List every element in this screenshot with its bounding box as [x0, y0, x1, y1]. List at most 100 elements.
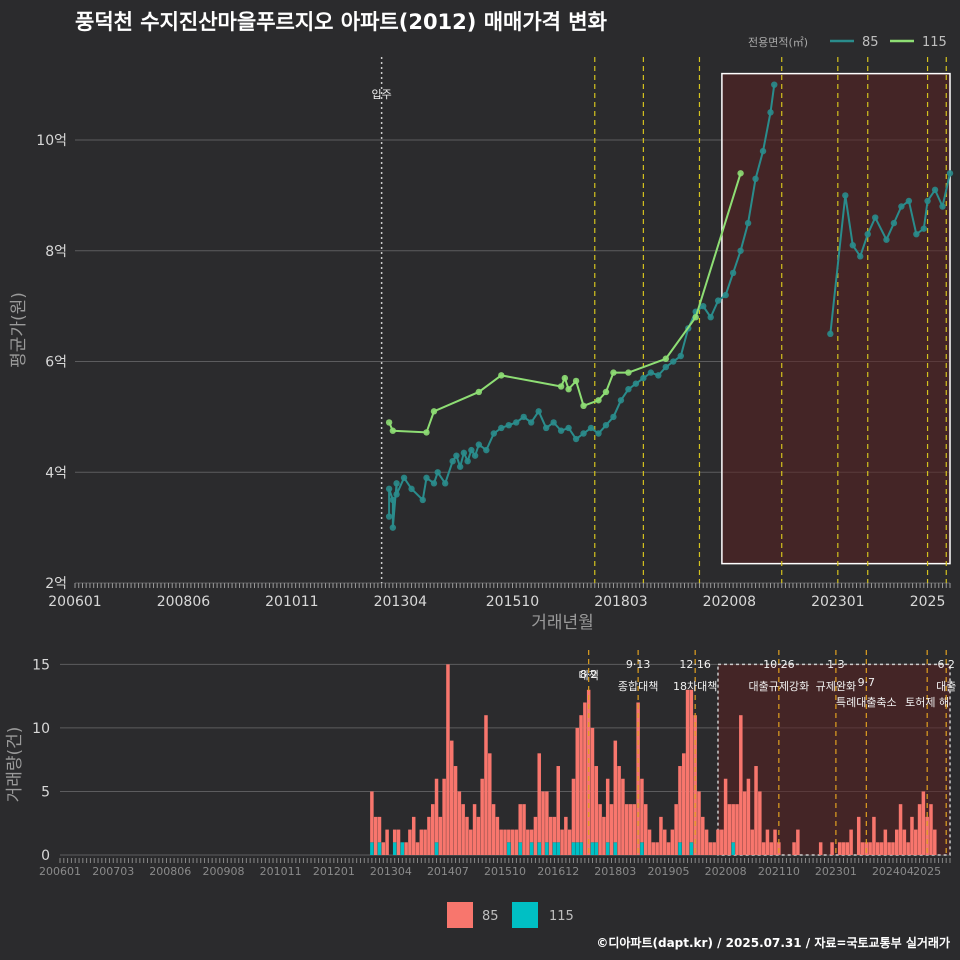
data-point-115 — [572, 377, 580, 385]
bar-85 — [427, 816, 431, 855]
bar-85 — [404, 842, 408, 855]
bar-85 — [742, 791, 747, 855]
data-point-85 — [419, 496, 426, 504]
policy-label: 대책 — [579, 669, 599, 682]
data-point-85 — [670, 358, 677, 365]
bar-85 — [491, 804, 496, 855]
bar-85 — [735, 804, 739, 855]
bar-85 — [518, 804, 522, 843]
bar-85 — [575, 727, 580, 843]
bar-85 — [830, 842, 834, 855]
bar-85 — [628, 804, 633, 855]
data-point-85 — [456, 463, 464, 470]
bar-85 — [533, 816, 538, 855]
bar-x-tick-label: 201201 — [313, 865, 355, 878]
bar-115 — [605, 842, 610, 855]
data-point-115 — [595, 397, 602, 404]
bar-115 — [529, 842, 534, 855]
bar-85 — [906, 842, 910, 855]
data-point-85-late — [842, 192, 849, 199]
bar-115 — [400, 842, 405, 855]
bar-85 — [499, 829, 503, 855]
data-point-85 — [468, 446, 475, 454]
bar-85 — [446, 664, 450, 855]
bar-85 — [902, 829, 907, 855]
bar-85 — [651, 842, 656, 855]
bar-115 — [537, 842, 541, 855]
bar-85 — [442, 778, 446, 855]
bar-x-tick-label: 201612 — [537, 865, 579, 878]
bar-85 — [583, 702, 587, 855]
x-tick-label: 200806 — [157, 594, 211, 610]
bar-85 — [670, 829, 675, 855]
bar-85 — [887, 842, 891, 855]
data-point-85 — [475, 441, 483, 448]
data-point-115 — [423, 429, 430, 436]
bar-x-tick-label: 202110 — [758, 865, 800, 878]
x-axis-title: 거래년월 — [531, 613, 594, 633]
bar-85 — [586, 689, 591, 855]
data-point-85 — [393, 491, 400, 498]
bar-85 — [761, 842, 766, 855]
bar-115 — [518, 842, 522, 855]
data-point-115 — [389, 427, 397, 434]
data-point-85 — [647, 369, 655, 376]
data-point-115 — [580, 402, 587, 410]
bar-85 — [856, 816, 861, 855]
data-point-85 — [464, 457, 471, 465]
legend-label-85: 85 — [862, 35, 879, 50]
policy-date: 10·26 — [763, 658, 795, 671]
bar-85 — [438, 816, 443, 855]
bar-115 — [571, 842, 576, 855]
bar-115 — [594, 842, 599, 855]
price-plot: 2억 4억 6억 8억 10억 200601 200806 201011 201304 20151… — [9, 57, 954, 633]
bar-85 — [560, 829, 564, 855]
bar-85 — [746, 778, 751, 855]
bar-85 — [773, 829, 777, 855]
bar-y-tick-label: 0 — [41, 848, 50, 864]
bar-85 — [868, 842, 872, 855]
bar-85 — [849, 829, 853, 855]
bar-85 — [872, 816, 876, 855]
bar-115 — [545, 842, 549, 855]
bar-85 — [602, 816, 606, 855]
data-point-115 — [692, 314, 699, 321]
bar-85 — [419, 829, 424, 855]
bar-85 — [465, 816, 469, 855]
bar-85 — [373, 816, 378, 855]
data-point-85-late — [849, 242, 856, 249]
bar-x-tick-label: 201304 — [370, 865, 412, 878]
bar-x-tick-label: 201510 — [484, 865, 526, 878]
legend-title: 전용면적(㎡) — [748, 36, 808, 49]
data-point-85 — [744, 219, 752, 227]
bar-85 — [647, 829, 652, 855]
bar-85 — [377, 816, 382, 843]
data-point-85 — [505, 422, 512, 429]
policy-label: 특례대출축소 — [836, 696, 897, 709]
bar-x-tick-label: 201905 — [648, 865, 690, 878]
bar-85 — [659, 816, 663, 855]
policy-label: 18차대책 — [673, 680, 717, 693]
data-point-85-late — [913, 230, 920, 238]
bar-85 — [514, 829, 519, 855]
bar-85 — [898, 804, 903, 855]
bar-85 — [921, 791, 926, 855]
bar-85 — [837, 842, 842, 855]
bar-x-tick-label: 201011 — [260, 865, 302, 878]
bar-85 — [545, 791, 549, 843]
data-point-85 — [393, 480, 400, 487]
x-tick-label: 200601 — [48, 594, 101, 610]
bar-85 — [453, 766, 458, 855]
data-point-115 — [625, 369, 632, 376]
x-tick-label: 201304 — [374, 594, 428, 610]
bar-85 — [716, 829, 720, 855]
policy-date: 12·16 — [679, 658, 711, 671]
bar-y-tick-label: 5 — [41, 784, 50, 800]
series-line-85 — [388, 84, 776, 528]
bar-85 — [503, 829, 507, 855]
data-point-85-late — [827, 330, 834, 338]
bar-85 — [385, 829, 389, 855]
data-point-85 — [460, 449, 468, 457]
data-point-115 — [498, 372, 505, 379]
